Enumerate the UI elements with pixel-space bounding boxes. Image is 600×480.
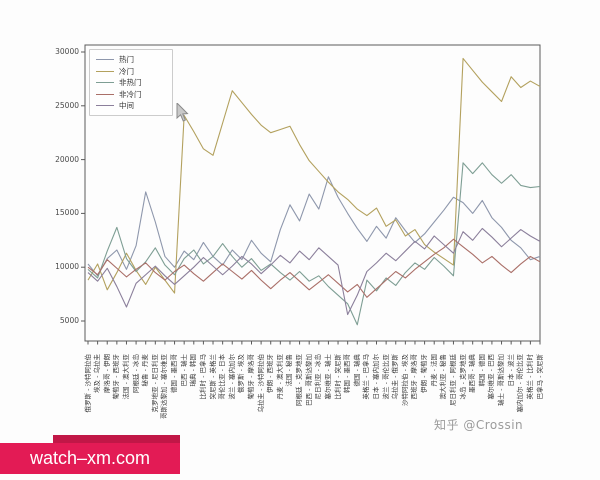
legend-label: 热门: [119, 55, 134, 65]
legend-label: 冷门: [119, 66, 134, 76]
x-tick-label: 丹麦 - 澳大利亚: [275, 354, 284, 400]
x-tick-label: 比利时 - 突尼斯: [333, 354, 342, 400]
legend-line-swatch: [96, 59, 114, 61]
x-tick-label: 西班牙 - 摩洛哥: [410, 354, 419, 400]
legend-entry-not-hot: 非热门: [96, 77, 166, 89]
x-tick-label: 克罗地亚 - 尼日利亚: [150, 354, 159, 413]
legend-entry-not-cold: 非冷门: [96, 89, 166, 101]
x-tick-label: 哥斯达黎加 - 塞尔维亚: [160, 354, 169, 419]
x-tick-label: 突尼斯 - 英格兰: [208, 354, 217, 400]
x-tick-label: 尼日利亚 - 冰岛: [314, 354, 323, 400]
x-tick-label: 法国 - 澳大利亚: [121, 354, 130, 400]
series-line-not-cold: [87, 238, 541, 298]
watermark-site-banner: watch–xm.com: [0, 443, 180, 474]
legend-line-swatch: [96, 70, 114, 72]
series-line-not-hot: [87, 162, 541, 326]
x-tick-label: 哥伦比亚 - 日本: [218, 354, 227, 400]
x-tick-label: 韩国 - 墨西哥: [343, 354, 352, 393]
x-tick-label: 埃及 - 乌拉圭: [93, 354, 102, 393]
zhihu-watermark: 知乎 @Crossin: [434, 418, 524, 432]
x-tick-label: 英格兰 - 比利时: [525, 354, 534, 400]
x-tick-label: 德国 - 墨西哥: [170, 354, 179, 393]
x-tick-label: 伊朗 - 葡萄牙: [420, 354, 429, 393]
legend-line-swatch: [96, 105, 114, 107]
legend-entry-hot: 热门: [96, 54, 166, 66]
x-tick-label: 俄罗斯 - 埃及: [237, 354, 246, 393]
series-line-hot: [87, 176, 541, 277]
x-tick-label: 阿根廷 - 冰岛: [131, 354, 140, 393]
x-tick-label: 葡萄牙 - 摩洛哥: [246, 354, 255, 400]
legend-label: 非冷门: [119, 89, 142, 99]
x-tick-label: 波兰 - 塞内加尔: [227, 354, 236, 400]
x-tick-label: 沙特阿拉伯 - 埃及: [400, 354, 409, 406]
y-tick-label: 20000: [55, 154, 79, 164]
x-tick-label: 葡萄牙 - 西班牙: [112, 354, 121, 400]
x-tick-label: 瑞典 - 韩国: [189, 354, 198, 387]
x-tick-label: 伊朗 - 西班牙: [266, 354, 275, 393]
y-tick-label: 25000: [55, 100, 79, 110]
legend-label: 中间: [119, 101, 134, 111]
banner-accent-strip: [53, 435, 180, 444]
x-tick-label: 德国 - 瑞典: [352, 354, 361, 387]
chart-legend: 热门 冷门非热门 非冷门中间: [89, 49, 173, 116]
series-line-middle: [87, 227, 541, 316]
axes-frame: [84, 44, 541, 342]
x-tick-label: 阿根廷 - 克罗地亚: [295, 354, 304, 406]
y-tick-label: 10000: [55, 262, 79, 272]
x-tick-label: 英格兰 - 巴拿马: [362, 354, 371, 400]
x-tick-label: 摩洛哥 - 伊朗: [102, 354, 111, 393]
y-tick-label: 30000: [55, 47, 79, 56]
x-tick-label: 比利时 - 巴拿马: [198, 354, 207, 400]
banner-site-text: watch–xm.com: [29, 448, 151, 468]
x-tick-label: 乌拉圭 - 沙特阿拉伯: [256, 354, 265, 413]
legend-label: 非热门: [119, 78, 142, 88]
y-tick-label: 5000: [59, 316, 79, 325]
x-tick-label: 巴西 - 瑞士: [179, 354, 188, 387]
x-tick-label: 俄罗斯 - 沙特阿拉伯: [83, 354, 92, 413]
x-tick-label: 波兰 - 哥伦比亚: [381, 354, 390, 400]
x-tick-label: 巴西 - 哥斯达黎加: [304, 354, 313, 406]
y-tick-label: 15000: [55, 208, 79, 218]
legend-line-swatch: [96, 82, 114, 84]
x-tick-label: 日本 - 塞内加尔: [372, 354, 380, 400]
x-tick-label: 乌拉圭 - 俄罗斯: [391, 354, 400, 400]
legend-entry-middle: 中间: [96, 100, 166, 112]
legend-line-swatch: [96, 93, 114, 95]
x-tick-label: 巴拿马 - 突尼斯: [535, 354, 544, 400]
legend-entry-cold: 冷门: [96, 66, 166, 78]
x-tick-label: 塞尔维亚 - 瑞士: [323, 354, 332, 400]
series-line-cold: [87, 57, 541, 294]
mouse-cursor-icon: [176, 103, 189, 122]
x-tick-label: 法国 - 秘鲁: [285, 354, 294, 387]
x-tick-label: 秘鲁 - 丹麦: [141, 354, 150, 387]
